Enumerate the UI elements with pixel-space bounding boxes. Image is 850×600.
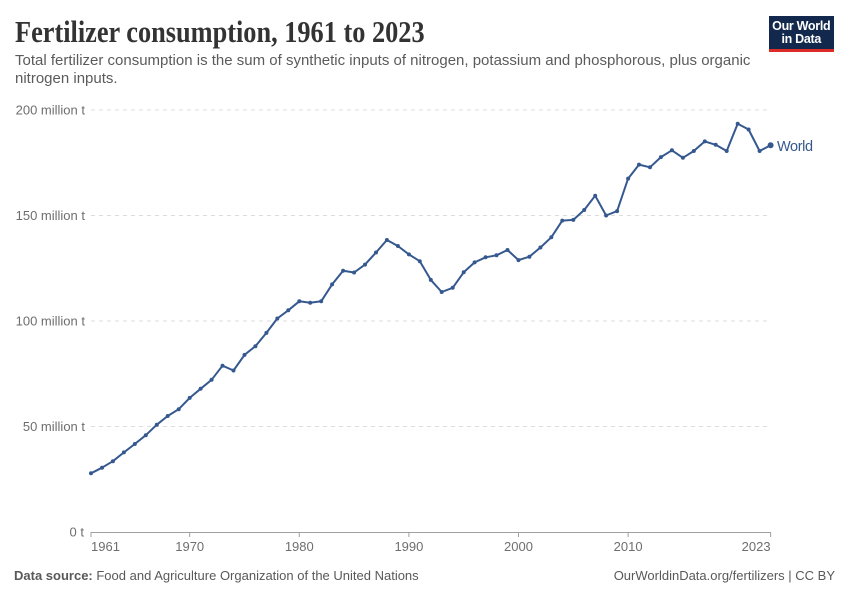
svg-text:1980: 1980 xyxy=(285,539,314,554)
svg-text:2000: 2000 xyxy=(504,539,533,554)
svg-text:50 million t: 50 million t xyxy=(23,419,86,434)
svg-text:0 t: 0 t xyxy=(70,525,85,540)
svg-text:1990: 1990 xyxy=(394,539,423,554)
svg-text:2010: 2010 xyxy=(614,539,643,554)
svg-text:World: World xyxy=(777,139,813,155)
svg-text:200 million t: 200 million t xyxy=(16,103,86,118)
svg-text:1970: 1970 xyxy=(175,539,204,554)
svg-text:150 million t: 150 million t xyxy=(16,208,86,223)
svg-text:100 million t: 100 million t xyxy=(16,314,86,329)
svg-text:1961: 1961 xyxy=(91,539,120,554)
svg-text:2023: 2023 xyxy=(742,539,771,554)
